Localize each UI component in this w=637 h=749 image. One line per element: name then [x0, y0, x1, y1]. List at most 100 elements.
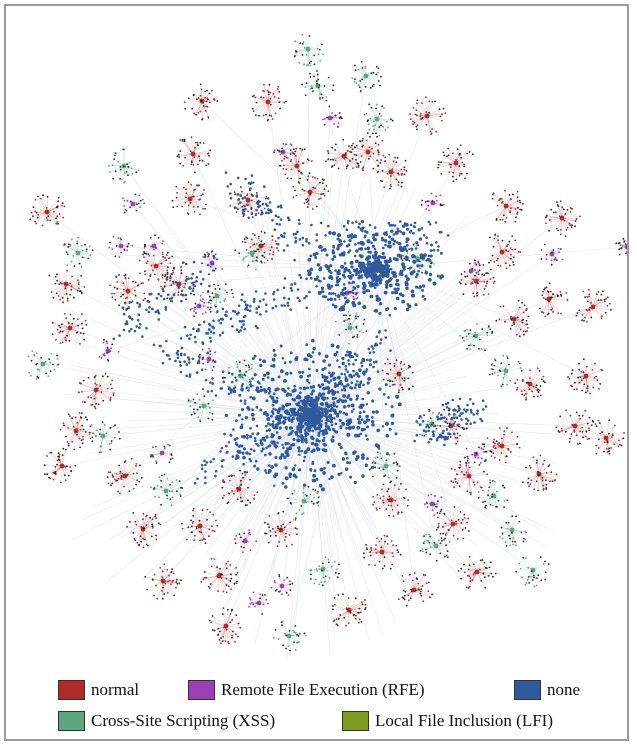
normal-node	[469, 580, 472, 583]
normal-node	[378, 507, 381, 510]
normal-node	[425, 123, 428, 126]
normal-hub-node	[603, 435, 609, 441]
normal-node	[135, 523, 138, 526]
normal-node	[498, 199, 501, 202]
normal-node	[613, 443, 616, 446]
normal-node	[374, 548, 377, 550]
cluster-edge	[184, 141, 194, 155]
normal-node	[405, 488, 407, 491]
normal-node	[483, 561, 486, 564]
normal-node	[394, 156, 397, 159]
normal-node	[47, 215, 50, 218]
graph-edge	[42, 363, 312, 417]
normal-node	[43, 464, 46, 467]
normal-node	[376, 159, 379, 162]
normal-node	[208, 155, 210, 157]
cluster-edge	[390, 499, 394, 517]
normal-node	[559, 200, 562, 203]
cluster-edge	[81, 383, 97, 391]
normal-node	[372, 152, 375, 155]
graph-edge	[218, 415, 312, 577]
normal-node	[52, 296, 55, 299]
normal-node	[172, 271, 175, 274]
normal-node	[516, 206, 519, 209]
normal-node	[411, 579, 414, 582]
normal-node	[517, 251, 520, 253]
normal-node	[608, 447, 611, 450]
normal-node	[362, 144, 364, 147]
graph-edge	[161, 415, 312, 454]
normal-node	[588, 309, 591, 311]
normal-node	[303, 189, 306, 192]
normal-node	[179, 150, 182, 152]
normal-node	[406, 504, 409, 507]
cluster-edge	[494, 238, 503, 253]
normal-node	[539, 385, 542, 387]
normal-node	[107, 482, 110, 485]
normal-node	[230, 588, 232, 591]
normal-node	[409, 118, 412, 121]
normal-node	[583, 319, 585, 322]
normal-node	[307, 199, 310, 202]
normal-node	[501, 200, 504, 203]
normal-node	[176, 155, 179, 158]
normal-node	[155, 538, 158, 541]
cluster-edge	[280, 519, 296, 531]
cluster-edge	[581, 306, 594, 321]
normal-node	[130, 457, 133, 460]
normal-node	[116, 281, 119, 283]
normal-node	[538, 389, 541, 392]
normal-node	[533, 488, 536, 491]
normal-node	[560, 312, 562, 315]
cluster-edge	[124, 465, 137, 477]
normal-node	[623, 432, 625, 434]
normal-node	[372, 503, 374, 506]
normal-node	[97, 387, 99, 390]
normal-node	[171, 199, 174, 202]
normal-node	[523, 304, 526, 306]
cluster-edge	[513, 318, 527, 332]
normal-node	[205, 164, 208, 167]
normal-node	[400, 368, 403, 370]
normal-node	[588, 429, 590, 432]
cluster-edge	[201, 100, 209, 118]
normal-node	[284, 536, 287, 538]
normal-hub-node	[245, 197, 251, 203]
cluster-edge	[199, 512, 211, 527]
normal-node	[466, 459, 469, 462]
normal-node	[253, 497, 256, 500]
normal-node	[541, 477, 544, 479]
normal-node	[425, 111, 428, 113]
cluster-edge	[247, 199, 265, 209]
normal-node	[403, 168, 406, 171]
normal-node	[354, 614, 357, 617]
normal-node	[516, 211, 519, 214]
normal-node	[428, 111, 430, 114]
normal-node	[438, 161, 440, 163]
normal-node	[60, 323, 63, 325]
cluster-edge	[505, 191, 518, 207]
normal-node	[93, 405, 96, 408]
normal-node	[521, 301, 523, 304]
cluster-edge	[280, 529, 297, 535]
cluster-edge	[247, 199, 262, 211]
cluster-edge	[280, 527, 296, 531]
normal-node	[493, 237, 496, 240]
cluster-edge	[464, 457, 470, 477]
normal-node	[581, 319, 583, 321]
normal-node	[452, 171, 455, 174]
cluster-edge	[124, 460, 126, 477]
normal-node	[386, 172, 389, 175]
normal-node	[542, 375, 545, 378]
normal-node	[144, 297, 146, 300]
cluster-edge	[309, 191, 317, 207]
graph-edge	[260, 245, 377, 269]
normal-node	[41, 224, 44, 227]
hub-edge	[259, 213, 312, 417]
normal-node	[184, 282, 187, 285]
normal-node	[244, 474, 247, 476]
normal-node	[468, 564, 471, 567]
normal-node	[613, 424, 616, 427]
normal-node	[460, 470, 463, 473]
normal-node	[359, 140, 362, 143]
